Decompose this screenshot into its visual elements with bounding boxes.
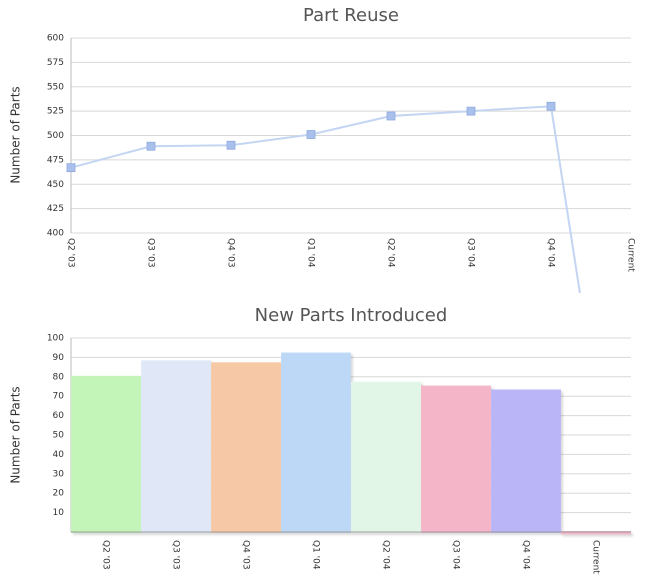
bar	[351, 381, 421, 533]
y-tick-label: 575	[47, 58, 64, 68]
bar	[491, 389, 561, 533]
y-tick-label: 500	[47, 131, 64, 141]
y-tick-label: 50	[53, 431, 65, 441]
point	[386, 111, 396, 121]
line	[70, 105, 581, 293]
x-tick-label: Q2 '04	[386, 238, 396, 268]
y-tick-label: 400	[47, 229, 64, 239]
y-tick-label: 60	[53, 411, 65, 421]
y-tick-label: 30	[53, 469, 65, 479]
bar	[71, 375, 141, 533]
x-tick-label: Q3 '04	[451, 540, 461, 570]
y-axis-label: Number of Parts	[9, 386, 23, 483]
point	[146, 141, 156, 151]
bar	[211, 362, 281, 533]
y-axis-label: Number of Parts	[9, 86, 23, 183]
y-tick-label: 600	[47, 34, 64, 44]
y-tick-label: 100	[47, 334, 64, 344]
point	[466, 106, 476, 116]
y-tick-label: 10	[53, 508, 65, 518]
y-tick-label: 550	[47, 82, 64, 92]
bar	[141, 360, 211, 533]
point	[306, 130, 316, 139]
y-tick-label: 90	[53, 353, 65, 363]
y-tick-label: 80	[53, 372, 65, 382]
x-tick-label: Current	[626, 238, 636, 272]
y-tick-label: 450	[47, 180, 64, 190]
x-tick-label: Q3 '03	[171, 540, 181, 570]
x-tick-label: Q4 '04	[521, 540, 531, 570]
x-tick-label: Q4 '03	[241, 540, 251, 570]
plot-area	[66, 101, 581, 293]
x-tick-label: Q1 '04	[306, 238, 316, 268]
x-tick-label: Q4 '03	[226, 238, 236, 268]
point	[226, 140, 236, 150]
x-tick-label: Q3 '04	[466, 238, 476, 268]
y-tick-label: 525	[47, 107, 64, 117]
x-tick-label: Q2 '03	[101, 540, 111, 570]
y-tick-label: 40	[53, 450, 65, 460]
x-tick-label: Q2 '03	[66, 238, 76, 268]
x-tick-label: Q3 '03	[146, 238, 156, 268]
x-tick-label: Q4 '04	[546, 238, 556, 268]
point	[546, 101, 556, 111]
chart-title: Part Reuse	[303, 5, 399, 26]
bar	[281, 352, 351, 533]
x-tick-label: Current	[591, 540, 601, 574]
y-tick-label: 70	[53, 392, 65, 402]
y-tick-label: 425	[47, 204, 64, 214]
point	[66, 163, 76, 173]
y-tick-label: 20	[53, 489, 65, 499]
x-tick-label: Q2 '04	[381, 540, 391, 570]
y-tick-label: 475	[47, 155, 64, 165]
chart-title: New Parts Introduced	[255, 305, 448, 326]
bar	[421, 385, 491, 533]
x-tick-label: Q1 '04	[311, 540, 321, 570]
